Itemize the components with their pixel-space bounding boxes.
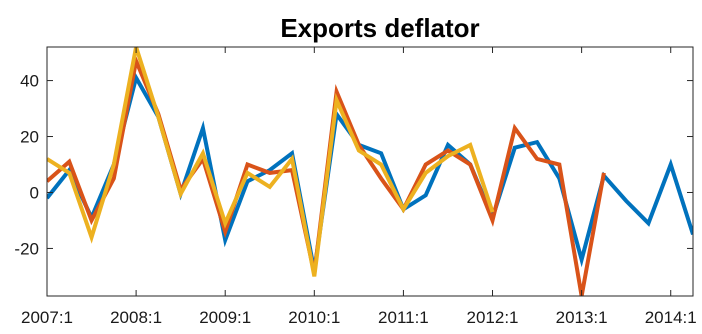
plot-box: [46, 46, 694, 297]
x-tick-label: 2009:1: [199, 308, 251, 327]
axes-layer: [46, 46, 694, 297]
series-layer: [47, 46, 693, 297]
x-tick-label: 2011:1: [378, 308, 429, 327]
y-tick-label: 0: [30, 183, 39, 202]
y-tick-label: 20: [20, 128, 39, 147]
x-tick-label: 2008:1: [110, 308, 162, 327]
x-tick-label: 2007:1: [21, 308, 73, 327]
x-tick-label: 2013:1: [556, 308, 608, 327]
series-line-3: [47, 46, 495, 277]
y-tick-label: -20: [14, 239, 39, 258]
x-tick-label: 2010:1: [288, 308, 340, 327]
y-tick-label: 40: [20, 72, 39, 91]
ticks-layer: -20 0 20 40 2007:1 2008:1 2009:1 2010:1 2011:1 20…: [14, 47, 697, 327]
series-line-1: [47, 72, 693, 272]
chart-title: Exports deflator: [280, 13, 479, 43]
x-tick-label: 2014:1: [645, 308, 697, 327]
x-tick-label: 2012:1: [467, 308, 519, 327]
